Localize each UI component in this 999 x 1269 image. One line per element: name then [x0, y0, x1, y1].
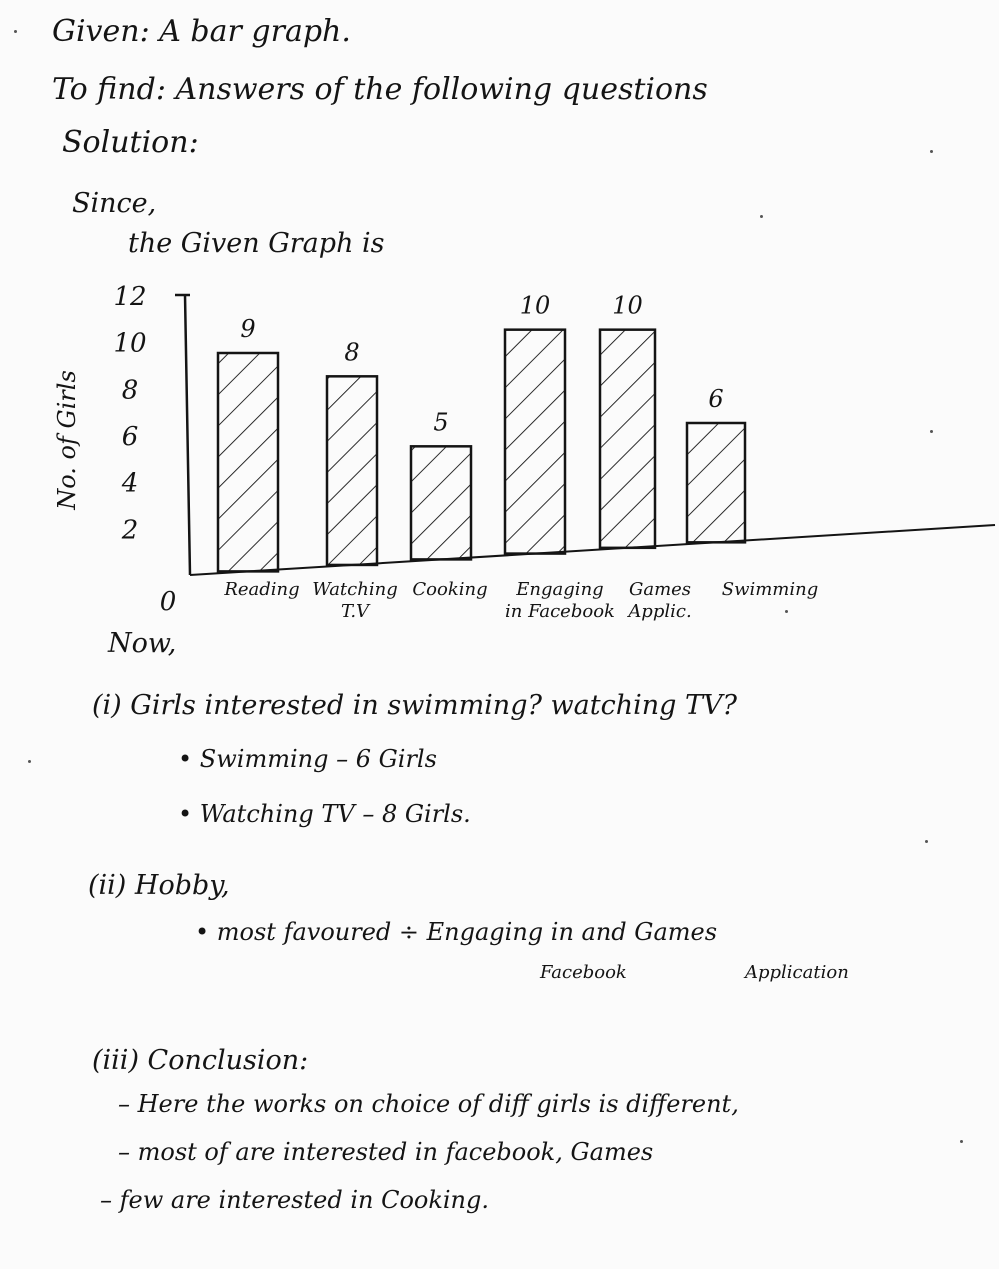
paper-speck	[14, 30, 17, 33]
bar-1: 9	[216, 315, 280, 573]
x-category-label: T.V	[341, 601, 371, 622]
chart-axes	[175, 293, 996, 576]
x-category-label: Watching	[312, 579, 397, 600]
paper-speck	[925, 840, 928, 843]
question-1-heading: (i) Girls interested in swimming? watchi…	[92, 690, 737, 721]
bar-value-label: 5	[433, 408, 448, 436]
bar-2: 8	[325, 338, 379, 567]
given-line: Given: A bar graph.	[52, 14, 351, 49]
q2-application: Application	[745, 962, 849, 983]
x-category-label: Games	[629, 579, 691, 600]
q2-most-favoured: • most favoured ÷ Engaging in and Games	[195, 918, 718, 946]
y-tick-label: 2	[121, 515, 139, 545]
bar-5: 10	[598, 292, 657, 550]
bar-value-label: 10	[520, 292, 551, 320]
bar-3: 5	[409, 408, 473, 561]
paper-speck	[760, 215, 763, 218]
y-axis-line	[175, 293, 192, 576]
conclusion-point-2: – most of are interested in facebook, Ga…	[118, 1138, 654, 1166]
x-category-label: Cooking	[412, 579, 487, 600]
question-3-heading: (iii) Conclusion:	[92, 1045, 309, 1076]
q1-answer-watching-tv: • Watching TV – 8 Girls.	[178, 800, 471, 828]
x-axis-line	[189, 524, 996, 576]
to-find-line: To find: Answers of the following questi…	[52, 72, 708, 107]
y-tick-label: 8	[122, 375, 139, 405]
bar-value-label: 6	[708, 385, 723, 413]
x-category-label: in Facebook	[505, 601, 615, 622]
y-tick-label: 4	[121, 469, 139, 499]
y-axis-label: No. of Girls	[53, 370, 81, 511]
bar-chart: No. of Girls 0 2 4 6 8 10 12 9 8 5 10 10 6 Reading W…	[0, 270, 999, 650]
graph-intro-line: the Given Graph is	[128, 228, 385, 259]
x-category-label: Reading	[223, 579, 299, 600]
bar-4: 10	[503, 292, 567, 555]
q2-facebook: Facebook	[540, 962, 627, 983]
y-tick-label: 10	[113, 329, 146, 359]
y-axis-title: No. of Girls	[53, 370, 81, 511]
paper-speck	[930, 430, 933, 433]
bar-value-label: 8	[344, 338, 359, 366]
question-2-heading: (ii) Hobby,	[88, 870, 230, 901]
since-line: Since,	[72, 188, 157, 219]
paper-speck	[28, 760, 31, 763]
x-category-label: Engaging	[515, 579, 603, 600]
bar-value-label: 10	[612, 292, 643, 320]
paper-speck	[785, 610, 788, 613]
now-line: Now,	[108, 628, 177, 659]
y-tick-label: 0	[160, 587, 177, 617]
bar-6: 6	[685, 385, 747, 544]
paper-speck	[960, 1140, 963, 1143]
solution-heading: Solution:	[62, 125, 199, 160]
conclusion-point-1: – Here the works on choice of diff girls…	[118, 1090, 739, 1118]
x-category-label: Applic.	[626, 601, 691, 622]
y-tick-label: 12	[113, 282, 146, 312]
q1-answer-swimming: • Swimming – 6 Girls	[178, 745, 437, 773]
x-category-label: Swimming	[722, 579, 819, 600]
paper-speck	[930, 150, 933, 153]
y-tick-label: 6	[122, 422, 139, 452]
chart-bars: 9 8 5 10 10 6	[216, 292, 747, 573]
y-axis-ticks: 0 2 4 6 8 10 12	[113, 282, 176, 617]
conclusion-point-3: – few are interested in Cooking.	[100, 1186, 490, 1214]
bar-value-label: 9	[240, 315, 255, 343]
